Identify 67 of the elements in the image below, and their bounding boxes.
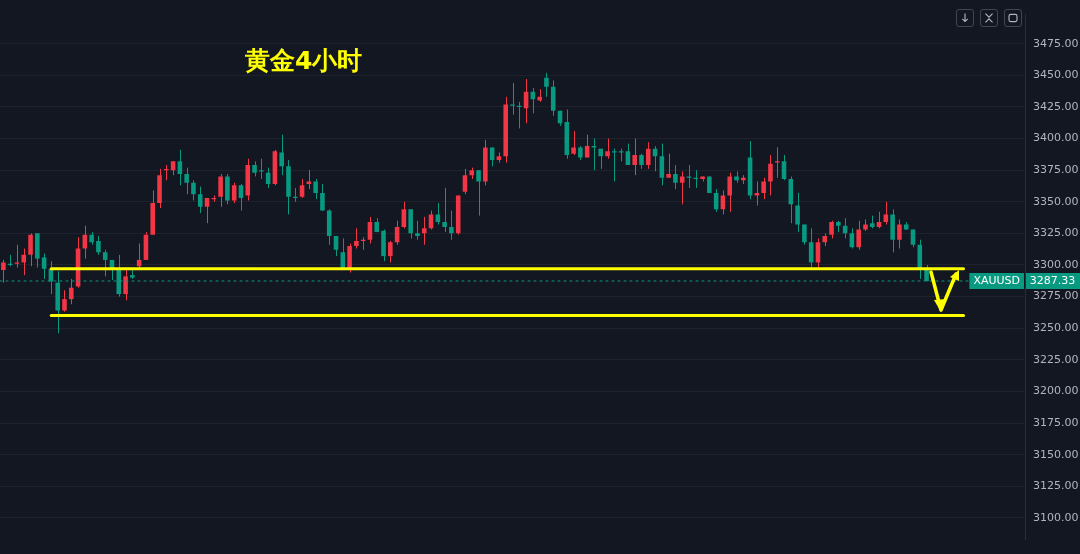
candlestick — [41, 253, 47, 280]
y-tick-label: 3200.00 — [1033, 384, 1079, 398]
candlestick — [476, 169, 481, 217]
candlestick — [632, 138, 637, 176]
candlestick — [462, 168, 468, 195]
candlestick — [68, 278, 74, 305]
candlestick — [897, 218, 902, 250]
candlestick — [299, 178, 305, 199]
candlestick — [320, 183, 325, 212]
candlestick — [768, 154, 773, 196]
candlestick — [544, 72, 549, 98]
candlestick — [102, 249, 108, 277]
y-tick-label: 3400.00 — [1033, 131, 1079, 145]
candlestick — [645, 141, 651, 170]
candlestick — [435, 202, 441, 226]
y-tick-label: 3125.00 — [1033, 479, 1079, 493]
candlestick — [449, 210, 454, 241]
candlestick — [28, 232, 33, 267]
y-tick-label: 3300.00 — [1033, 257, 1079, 271]
candlestick — [177, 149, 183, 186]
candlestick — [774, 146, 780, 179]
candlestick — [679, 170, 685, 205]
candlestick — [421, 216, 427, 246]
candlestick — [883, 201, 889, 226]
candlestick — [571, 130, 576, 156]
candlestick — [96, 235, 101, 256]
y-tick-label: 3225.00 — [1033, 352, 1079, 366]
y-tick-label: 3150.00 — [1033, 447, 1079, 461]
text: 黄金4小时 — [245, 45, 363, 77]
candlestick — [856, 220, 861, 251]
candlestick — [388, 240, 393, 263]
candlestick — [197, 186, 203, 214]
text: 3287.33 — [1029, 273, 1076, 287]
candlestick — [354, 227, 359, 250]
candlestick — [184, 167, 189, 195]
candlestick — [313, 178, 318, 200]
ref-line-label: XAUUSD — [973, 273, 1020, 287]
y-tick-label: 3100.00 — [1033, 510, 1079, 524]
candlestick — [191, 179, 196, 201]
candlestick — [218, 173, 223, 208]
y-tick-label: 3475.00 — [1033, 36, 1079, 50]
candlestick — [1, 259, 6, 284]
candlestick — [761, 177, 766, 200]
y-tick-label: 3275.00 — [1033, 289, 1079, 303]
y-tick-label: 3425.00 — [1033, 99, 1079, 113]
candlestick — [510, 82, 515, 115]
candlestick — [415, 220, 420, 241]
candlestick — [238, 183, 244, 212]
y-tick-label: 3350.00 — [1033, 194, 1079, 208]
candlestick — [686, 164, 692, 189]
candlestick — [666, 153, 671, 179]
y-tick-label: 3175.00 — [1033, 415, 1079, 429]
y-tick-label: 3450.00 — [1033, 68, 1079, 82]
candlestick — [21, 248, 27, 276]
y-tick-label: 3375.00 — [1033, 163, 1079, 176]
candlestick — [673, 164, 678, 190]
candlestick — [727, 172, 733, 213]
candlestick — [62, 289, 67, 313]
candlestick — [279, 134, 284, 176]
y-tick-label: 3325.00 — [1033, 226, 1079, 240]
candlestick — [123, 269, 128, 301]
y-tick-label: 3250.00 — [1033, 321, 1079, 335]
candlestick — [489, 146, 495, 167]
candlestick — [605, 138, 610, 160]
candlestick — [442, 187, 447, 233]
candlestick — [795, 192, 800, 233]
candlestick — [14, 244, 20, 269]
